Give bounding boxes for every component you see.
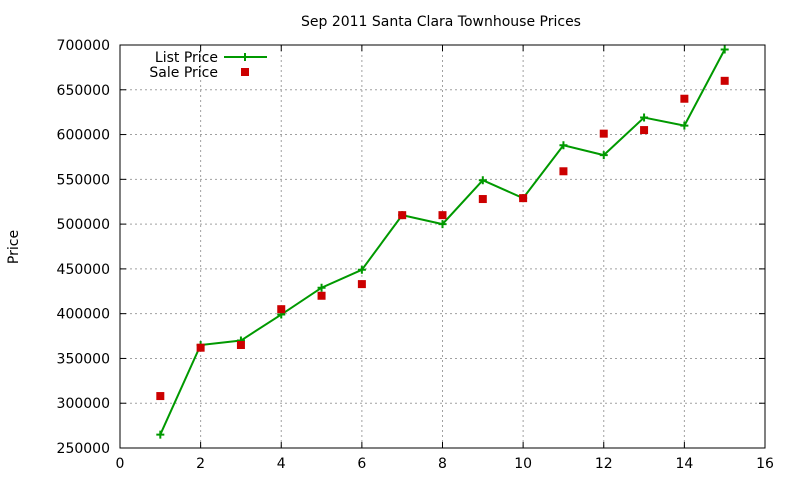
legend-key-list-price [224, 53, 267, 61]
legend-label-sale-price: Sale Price [149, 65, 218, 81]
sale-price-point [640, 126, 649, 135]
sale-price-point [519, 194, 528, 203]
legend-marker [241, 68, 249, 76]
sale-price-point [680, 94, 689, 103]
list-price-point [438, 220, 447, 229]
sale-price-series [156, 76, 729, 401]
chart-title: Sep 2011 Santa Clara Townhouse Prices [301, 14, 581, 30]
x-tick-label: 16 [756, 456, 774, 472]
list-price-point [599, 151, 608, 160]
y-tick-label: 700000 [57, 38, 110, 54]
series-layer [156, 45, 729, 439]
axis-ticks: 0 2 4 6 8 10 12 14 16 250000 300000 350000 400000 450… [57, 38, 774, 472]
list-price-point [720, 45, 729, 54]
list-price-point [478, 176, 487, 185]
sale-price-point [478, 195, 487, 204]
sale-price-point [599, 129, 608, 138]
y-tick-label: 350000 [57, 351, 110, 367]
legend-key-sale-price [241, 68, 249, 76]
x-tick-label: 6 [357, 456, 366, 472]
y-tick-label: 500000 [57, 217, 110, 233]
sale-price-point [398, 211, 407, 220]
sale-price-point [317, 291, 326, 300]
y-tick-label: 450000 [57, 262, 110, 278]
sale-price-point [720, 76, 729, 85]
sale-price-point [277, 305, 286, 314]
list-price-point [680, 121, 689, 130]
legend-marker [241, 53, 249, 61]
sale-price-point [236, 341, 245, 350]
y-axis-label: Price [6, 230, 22, 264]
x-tick-label: 14 [675, 456, 693, 472]
sale-price-point [559, 167, 568, 176]
y-tick-label: 550000 [57, 172, 110, 188]
y-tick-label: 650000 [57, 83, 110, 99]
y-tick-label: 600000 [57, 128, 110, 144]
list-price-point [559, 141, 568, 150]
sale-price-point [156, 392, 165, 401]
x-tick-label: 12 [595, 456, 613, 472]
legend-label-list-price: List Price [155, 50, 218, 66]
list-price-series [156, 45, 729, 439]
grid [120, 45, 765, 448]
sale-price-point [438, 211, 447, 220]
sale-price-point [196, 343, 205, 352]
y-tick-label: 250000 [57, 441, 110, 457]
x-tick-label: 0 [116, 456, 125, 472]
y-tick-label: 400000 [57, 307, 110, 323]
x-tick-label: 10 [514, 456, 532, 472]
y-tick-label: 300000 [57, 396, 110, 412]
list-price-point [317, 283, 326, 292]
list-price-point [357, 265, 366, 274]
x-tick-label: 2 [196, 456, 205, 472]
plot-border [119, 44, 766, 449]
sale-price-point [357, 280, 366, 289]
list-price-point [156, 430, 165, 439]
x-tick-label: 8 [438, 456, 447, 472]
list-price-point [640, 113, 649, 122]
x-tick-label: 4 [277, 456, 286, 472]
